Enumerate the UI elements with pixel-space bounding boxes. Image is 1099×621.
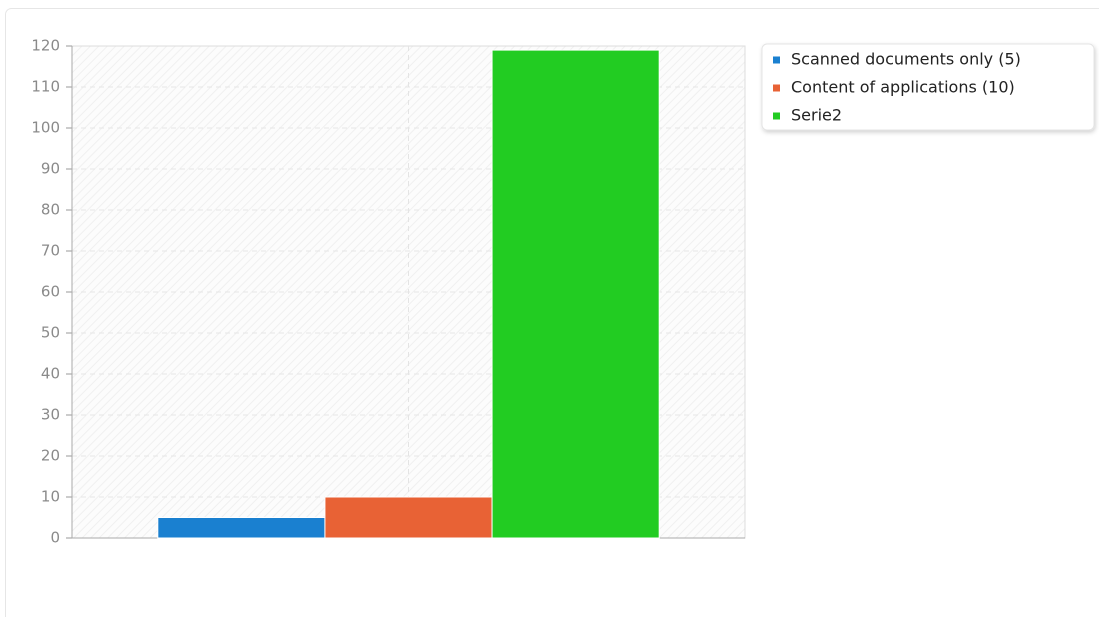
bar xyxy=(325,497,492,538)
legend-label: Serie2 xyxy=(791,106,842,125)
y-tick-label: 90 xyxy=(41,160,60,178)
y-tick-label: 100 xyxy=(31,119,60,137)
y-tick-label: 0 xyxy=(50,529,60,547)
y-tick-label: 120 xyxy=(31,37,60,55)
legend-swatch xyxy=(773,113,780,120)
y-tick-label: 50 xyxy=(41,324,60,342)
legend-swatch xyxy=(773,57,780,64)
legend-swatch xyxy=(773,85,780,92)
y-tick-label: 20 xyxy=(41,447,60,465)
y-tick-label: 10 xyxy=(41,488,60,506)
legend-label: Scanned documents only (5) xyxy=(791,50,1021,69)
y-tick-label: 80 xyxy=(41,201,60,219)
y-tick-label: 40 xyxy=(41,365,60,383)
y-tick-label: 60 xyxy=(41,283,60,301)
y-tick-label: 110 xyxy=(31,78,60,96)
bar xyxy=(492,50,659,538)
y-tick-label: 30 xyxy=(41,406,60,424)
legend-label: Content of applications (10) xyxy=(791,78,1015,97)
y-tick-label: 70 xyxy=(41,242,60,260)
bar xyxy=(158,518,325,539)
